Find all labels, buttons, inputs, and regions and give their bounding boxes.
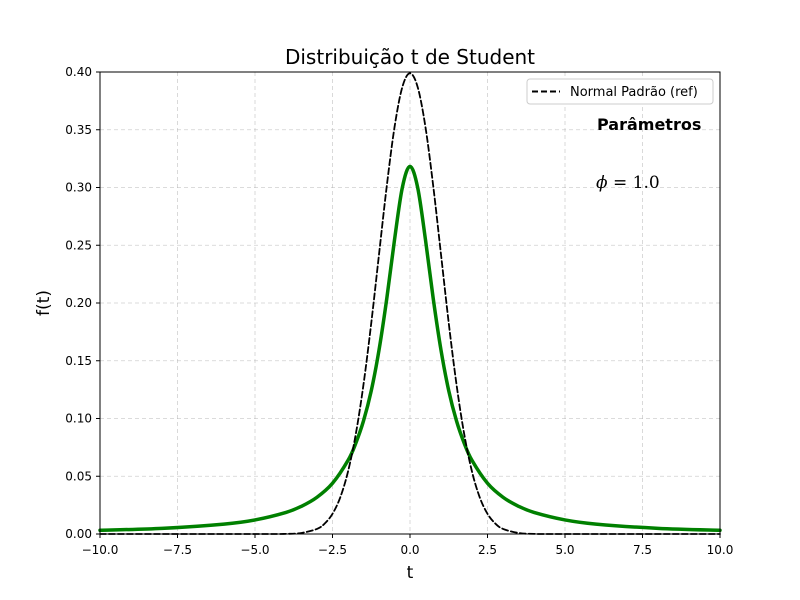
x-tick-label: 7.5 xyxy=(633,543,652,557)
series-line-normal-reference xyxy=(99,72,721,535)
chart-title: Distribuição t de Student xyxy=(285,45,535,69)
y-tick-label: 0.00 xyxy=(65,527,92,541)
phi-symbol: ϕ xyxy=(596,173,608,193)
legend-label-normal: Normal Padrão (ref) xyxy=(570,85,698,100)
y-tick-label: 0.30 xyxy=(65,181,92,195)
legend: Normal Padrão (ref) xyxy=(526,78,714,105)
plot-series xyxy=(98,72,722,535)
y-tick-label: 0.35 xyxy=(65,123,92,137)
axis-ticks: −10.0 −7.5 −5.0 −2.5 0.0 2.5 5.0 7.5 10.0 0.00 0.0… xyxy=(65,65,733,557)
y-tick-label: 0.10 xyxy=(65,412,92,426)
x-tick-label: 5.0 xyxy=(555,543,574,557)
annotation-parameter: ϕ = 1.0 xyxy=(596,173,660,193)
x-tick-label: −5.0 xyxy=(240,543,269,557)
x-tick-label: −10.0 xyxy=(82,543,119,557)
x-tick-label: 2.5 xyxy=(478,543,497,557)
phi-value: = 1.0 xyxy=(608,173,660,193)
y-axis-label: f(t) xyxy=(34,290,54,316)
y-tick-label: 0.40 xyxy=(65,65,92,79)
series-line-student-t xyxy=(98,164,722,533)
x-tick-label: 10.0 xyxy=(707,543,734,557)
legend-box xyxy=(526,78,714,105)
x-tick-label: −2.5 xyxy=(318,543,347,557)
y-tick-label: 0.05 xyxy=(65,469,92,483)
x-axis-label: t xyxy=(407,563,414,583)
annotation-heading: Parâmetros xyxy=(597,115,701,134)
y-tick-label: 0.15 xyxy=(65,354,92,368)
x-tick-label: 0.0 xyxy=(400,543,419,557)
y-tick-label: 0.25 xyxy=(65,238,92,252)
y-tick-label: 0.20 xyxy=(65,296,92,310)
x-tick-label: −7.5 xyxy=(163,543,192,557)
